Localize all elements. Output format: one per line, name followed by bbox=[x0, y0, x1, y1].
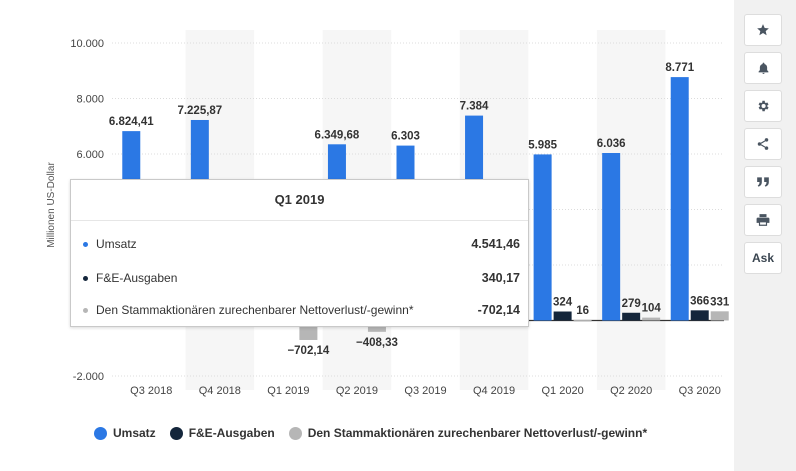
settings-button[interactable] bbox=[744, 90, 782, 122]
x-tick-label: Q2 2020 bbox=[610, 385, 652, 397]
y-axis-title: Millionen US-Dollar bbox=[46, 162, 57, 248]
tooltip-row: F&E-Ausgaben 340,17 bbox=[83, 268, 520, 288]
data-label: 6.303 bbox=[391, 131, 420, 143]
tooltip-row-value: -702,14 bbox=[477, 303, 520, 317]
tooltip-row-value: 340,17 bbox=[481, 271, 520, 285]
data-label: 104 bbox=[642, 303, 662, 315]
data-label: 8.771 bbox=[665, 62, 694, 74]
x-tick-label: Q1 2020 bbox=[542, 385, 584, 397]
data-label: 16 bbox=[576, 305, 589, 317]
bar bbox=[710, 311, 729, 321]
x-tick-label: Q1 2019 bbox=[267, 385, 309, 397]
bar bbox=[573, 320, 592, 322]
legend-label: F&E-Ausgaben bbox=[188, 426, 275, 440]
data-label: 7.225,87 bbox=[177, 105, 222, 117]
tooltip-bullet bbox=[83, 275, 88, 281]
data-label: 5.985 bbox=[528, 139, 557, 151]
print-button[interactable] bbox=[744, 204, 782, 236]
y-tick-label: 8.000 bbox=[76, 94, 104, 106]
legend-label: Den Stammaktionären zurechenbarer Nettov… bbox=[307, 426, 648, 440]
bar bbox=[622, 312, 641, 321]
quote-icon bbox=[757, 177, 769, 187]
tooltip-row: Den Stammaktionären zurechenbarer Nettov… bbox=[83, 300, 520, 320]
cite-button[interactable] bbox=[744, 166, 782, 198]
tooltip: Q1 2019 Umsatz 4.541,46 F&E-Ausgaben 340… bbox=[70, 179, 529, 327]
share-button[interactable] bbox=[744, 128, 782, 160]
tooltip-row-label: Den Stammaktionären zurechenbarer Nettov… bbox=[96, 303, 414, 317]
tooltip-bullet bbox=[83, 241, 88, 247]
bar bbox=[602, 153, 621, 321]
bar bbox=[670, 77, 689, 321]
sidebar: Ask bbox=[744, 14, 782, 280]
data-label: −702,14 bbox=[287, 345, 329, 357]
tooltip-row-label: Umsatz bbox=[96, 237, 137, 251]
x-tick-label: Q2 2019 bbox=[336, 385, 378, 397]
legend-marker bbox=[169, 426, 183, 440]
legend-marker bbox=[94, 426, 107, 440]
x-tick-label: Q4 2018 bbox=[199, 385, 241, 397]
print-icon bbox=[756, 214, 770, 226]
legend-item[interactable]: Umsatz bbox=[94, 426, 156, 440]
y-tick-label: 6.000 bbox=[76, 149, 104, 161]
gear-icon bbox=[758, 100, 769, 112]
data-label: 6.824,41 bbox=[109, 116, 154, 128]
y-tick-label: -2.000 bbox=[73, 371, 104, 383]
x-tick-label: Q3 2020 bbox=[679, 385, 721, 397]
tooltip-title: Q1 2019 bbox=[71, 180, 528, 221]
legend: Umsatz F&E-Ausgaben Den Stammaktionären zu… bbox=[94, 426, 647, 440]
legend-label: Umsatz bbox=[113, 426, 156, 440]
legend-marker bbox=[288, 426, 302, 440]
notification-button[interactable] bbox=[744, 52, 782, 84]
bar bbox=[690, 310, 709, 321]
x-tick-label: Q3 2018 bbox=[130, 385, 172, 397]
x-tick-label: Q4 2019 bbox=[473, 385, 515, 397]
bar bbox=[533, 154, 552, 321]
bell-icon bbox=[758, 62, 768, 74]
favorite-button[interactable] bbox=[744, 14, 782, 46]
bar bbox=[553, 311, 572, 321]
tooltip-row-label: F&E-Ausgaben bbox=[96, 271, 178, 285]
chart-card: 10.000 8.000 6.000 -2.000 Millionen US-Dolla… bbox=[0, 0, 734, 471]
data-label: 366 bbox=[690, 295, 709, 307]
share-icon bbox=[757, 138, 769, 150]
tooltip-row: Umsatz 4.541,46 bbox=[83, 234, 520, 254]
legend-item[interactable]: F&E-Ausgaben bbox=[169, 426, 275, 440]
data-label: 331 bbox=[710, 296, 730, 308]
legend-item[interactable]: Den Stammaktionären zurechenbarer Nettov… bbox=[288, 426, 648, 440]
star-icon bbox=[757, 24, 769, 36]
y-tick-label: 10.000 bbox=[70, 38, 104, 50]
data-label: 7.384 bbox=[460, 101, 489, 113]
tooltip-row-value: 4.541,46 bbox=[471, 237, 520, 251]
data-label: 6.349,68 bbox=[315, 129, 360, 141]
bar bbox=[642, 317, 661, 321]
x-tick-label: Q3 2019 bbox=[404, 385, 446, 397]
tooltip-bullet bbox=[83, 307, 88, 313]
data-label: −408,33 bbox=[356, 337, 398, 349]
data-label: 279 bbox=[622, 298, 641, 310]
data-label: 6.036 bbox=[597, 138, 626, 150]
ask-button[interactable]: Ask bbox=[744, 242, 782, 274]
data-label: 324 bbox=[553, 297, 573, 309]
